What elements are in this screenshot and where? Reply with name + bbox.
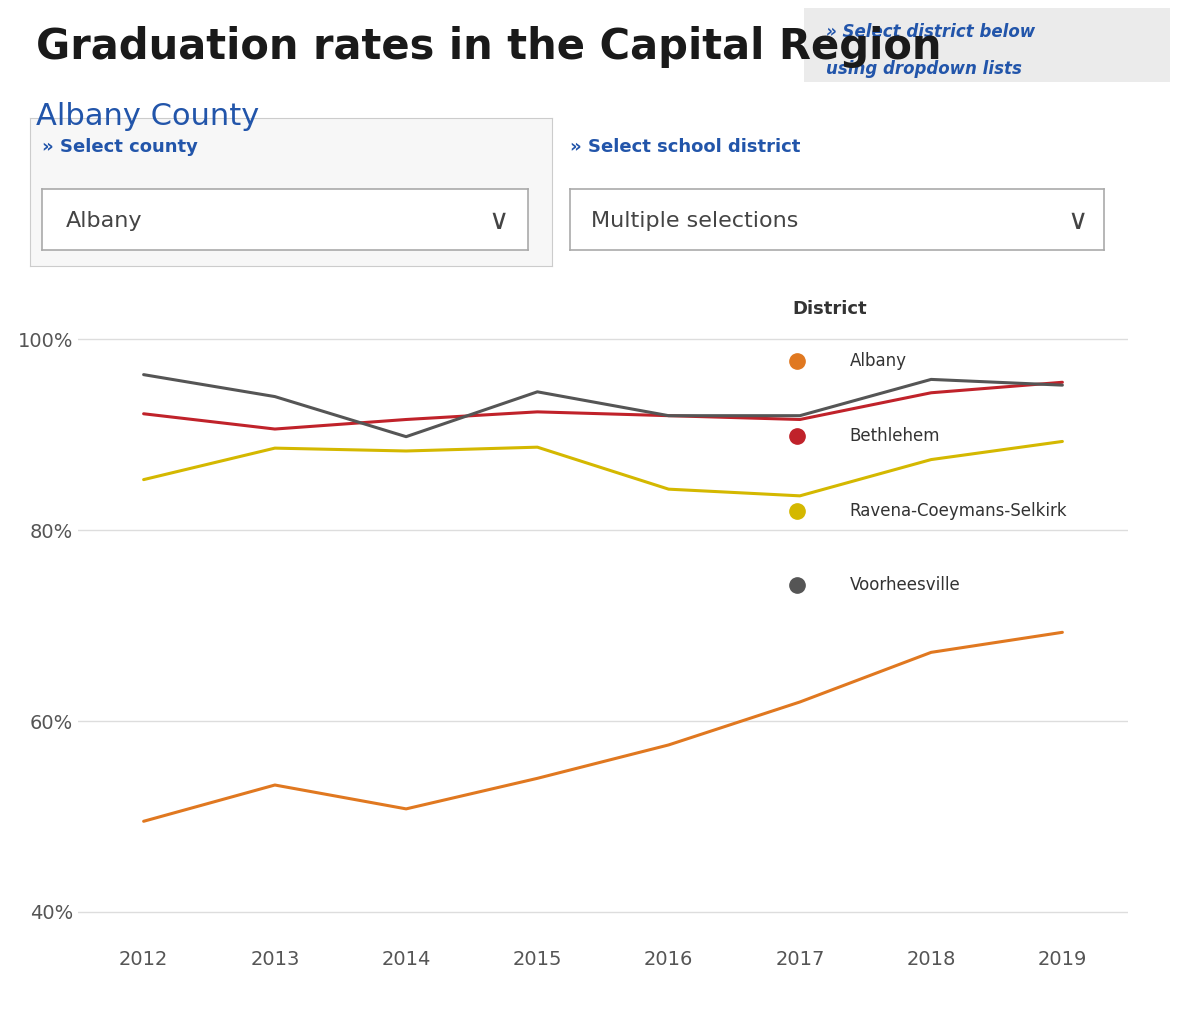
- Text: Graduation rates in the Capital Region: Graduation rates in the Capital Region: [36, 26, 942, 67]
- Text: » Select school district: » Select school district: [570, 138, 800, 156]
- Text: ∨: ∨: [1067, 207, 1087, 235]
- Text: Voorheesville: Voorheesville: [850, 576, 960, 594]
- Text: District: District: [792, 299, 866, 318]
- Text: Albany: Albany: [850, 353, 907, 370]
- Text: » Select district below: » Select district below: [826, 22, 1036, 41]
- Text: ∨: ∨: [488, 207, 509, 235]
- Text: Ravena-Coeymans-Selkirk: Ravena-Coeymans-Selkirk: [850, 502, 1067, 519]
- Text: » Select county: » Select county: [42, 138, 198, 156]
- Text: Bethlehem: Bethlehem: [850, 427, 941, 445]
- Text: Albany: Albany: [66, 211, 143, 231]
- Text: Multiple selections: Multiple selections: [592, 211, 799, 231]
- Text: Albany County: Albany County: [36, 102, 259, 131]
- Text: using dropdown lists: using dropdown lists: [826, 59, 1022, 78]
